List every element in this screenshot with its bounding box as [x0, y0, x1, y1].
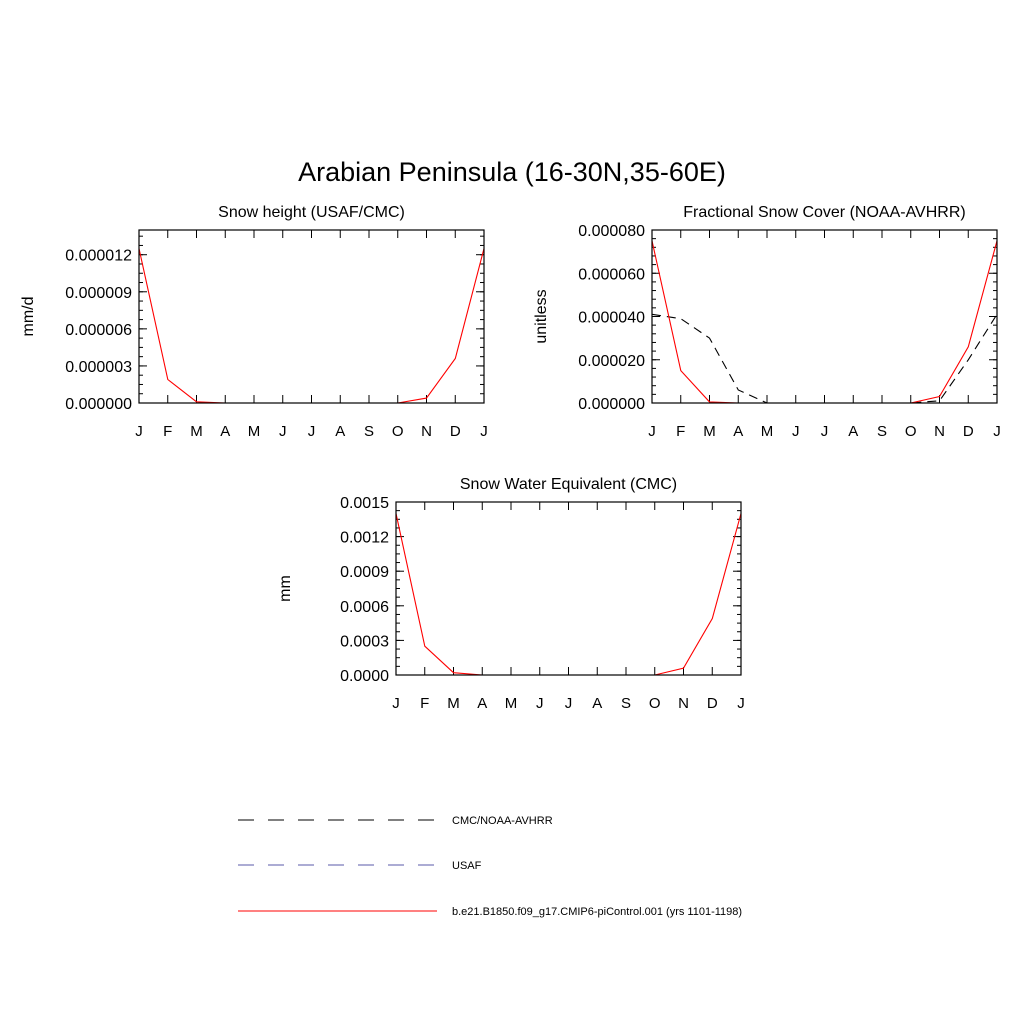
x-tick-label: N	[934, 423, 945, 440]
y-tick-label: 0.0003	[340, 633, 389, 650]
x-tick-label: J	[648, 423, 656, 440]
y-tick-label: 0.000080	[578, 223, 645, 240]
x-tick-label: J	[480, 423, 488, 440]
x-tick-label: A	[733, 423, 743, 440]
x-tick-label: D	[707, 695, 718, 712]
series-line-model	[651, 240, 998, 404]
x-tick-label: M	[761, 423, 774, 440]
chart-panel-3: Snow Water Equivalent (CMC)mmJ F M A M J J A S O N…	[277, 476, 745, 712]
x-tick-label: O	[905, 423, 917, 440]
chart-title: Snow height (USAF/CMC)	[218, 204, 405, 221]
x-tick-label: S	[621, 695, 631, 712]
series-line-model	[138, 248, 485, 404]
y-tick-label: 0.000060	[578, 266, 645, 283]
x-tick-label: J	[993, 423, 1001, 440]
legend-label: USAF	[452, 860, 482, 872]
y-tick-label: 0.0009	[340, 564, 389, 581]
x-tick-label: S	[364, 423, 374, 440]
x-tick-label: A	[220, 423, 230, 440]
x-tick-label: J	[279, 423, 287, 440]
x-tick-label: J	[392, 695, 400, 712]
y-tick-label: 0.0000	[340, 668, 389, 685]
x-tick-label: J	[737, 695, 745, 712]
y-tick-label: 0.000040	[578, 310, 645, 327]
page-title: Arabian Peninsula (16-30N,35-60E)	[298, 157, 726, 187]
x-tick-label: S	[877, 423, 887, 440]
x-tick-label: N	[678, 695, 689, 712]
series-line-observed	[651, 313, 998, 404]
y-axis-label: mm	[277, 575, 294, 602]
y-tick-label: 0.000003	[65, 359, 132, 376]
y-tick-label: 0.0015	[340, 495, 389, 512]
y-tick-label: 0.000000	[578, 396, 645, 413]
plot-frame	[395, 501, 742, 676]
y-tick-label: 0.000006	[65, 322, 132, 339]
x-tick-label: M	[190, 423, 203, 440]
x-tick-label: F	[420, 695, 429, 712]
chart-panels: Snow height (USAF/CMC)mm/dJ F M A M J J A S O N D J0…	[20, 204, 1001, 712]
x-tick-label: A	[592, 695, 602, 712]
x-tick-label: J	[821, 423, 829, 440]
legend: CMC/NOAA-AVHRR USAF b.e21.B1850.f09_g17.CM…	[238, 815, 742, 918]
legend-label: CMC/NOAA-AVHRR	[452, 815, 553, 827]
x-tick-label: J	[536, 695, 544, 712]
chart-title: Fractional Snow Cover (NOAA-AVHRR)	[683, 204, 965, 221]
x-tick-label: F	[163, 423, 172, 440]
x-tick-label: M	[447, 695, 460, 712]
x-tick-label: O	[649, 695, 661, 712]
plot-frame	[138, 229, 485, 404]
x-tick-label: N	[421, 423, 432, 440]
x-tick-label: J	[308, 423, 316, 440]
chart-panel-1: Snow height (USAF/CMC)mm/dJ F M A M J J A S O N D J0…	[20, 204, 488, 440]
y-tick-label: 0.0006	[340, 599, 389, 616]
y-axis-label: unitless	[533, 289, 550, 343]
x-tick-label: M	[248, 423, 261, 440]
y-axis-label: mm/d	[20, 297, 37, 337]
x-tick-label: M	[505, 695, 518, 712]
legend-label: b.e21.B1850.f09_g17.CMIP6-piControl.001 …	[452, 906, 742, 918]
x-tick-label: M	[703, 423, 716, 440]
x-tick-label: A	[335, 423, 345, 440]
y-tick-label: 0.000000	[65, 396, 132, 413]
y-tick-label: 0.000020	[578, 353, 645, 370]
x-tick-label: A	[848, 423, 858, 440]
x-tick-label: J	[135, 423, 143, 440]
x-tick-label: A	[477, 695, 487, 712]
x-tick-label: O	[392, 423, 404, 440]
x-tick-label: J	[792, 423, 800, 440]
x-tick-label: F	[676, 423, 685, 440]
x-tick-label: J	[565, 695, 573, 712]
y-tick-label: 0.000012	[65, 248, 132, 265]
y-tick-label: 0.0012	[340, 530, 389, 547]
plot-frame	[651, 229, 998, 404]
x-tick-label: D	[963, 423, 974, 440]
chart-title: Snow Water Equivalent (CMC)	[460, 476, 677, 493]
x-tick-label: D	[450, 423, 461, 440]
series-line-model	[395, 513, 742, 676]
y-tick-label: 0.000009	[65, 285, 132, 302]
chart-panel-2: Fractional Snow Cover (NOAA-AVHRR) unitle…	[533, 204, 1001, 440]
